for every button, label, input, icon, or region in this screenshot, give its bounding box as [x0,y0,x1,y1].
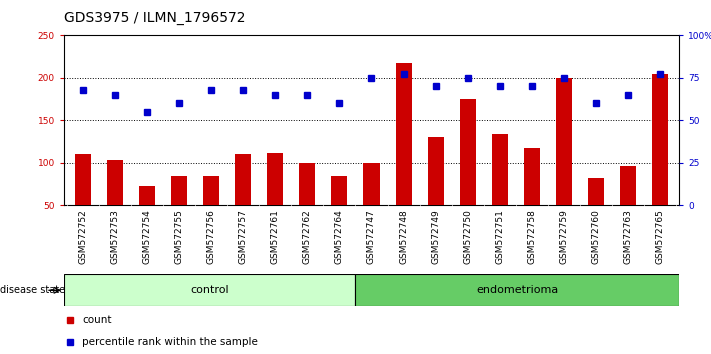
Text: GSM572747: GSM572747 [367,209,376,263]
Bar [356,274,679,306]
Text: GSM572755: GSM572755 [175,209,184,264]
Text: GSM572757: GSM572757 [239,209,248,264]
Text: disease state: disease state [0,285,65,295]
Bar [523,148,540,205]
Text: GSM572748: GSM572748 [399,209,408,263]
Bar [203,176,220,205]
Bar [235,154,252,205]
Bar [267,153,284,205]
Bar [491,134,508,205]
Bar [427,137,444,205]
Text: GSM572760: GSM572760 [592,209,600,264]
Bar [64,274,356,306]
Text: GSM572764: GSM572764 [335,209,344,263]
Bar [139,186,155,205]
Bar [588,178,604,205]
Text: GSM572756: GSM572756 [207,209,216,264]
Text: GSM572753: GSM572753 [111,209,119,264]
Text: GSM572765: GSM572765 [656,209,664,264]
Text: GSM572761: GSM572761 [271,209,280,264]
Text: GSM572754: GSM572754 [143,209,151,263]
Bar [363,163,380,205]
Text: GSM572758: GSM572758 [527,209,536,264]
Text: control: control [191,285,229,295]
Bar [620,166,636,205]
Text: GSM572759: GSM572759 [559,209,568,264]
Text: GSM572763: GSM572763 [624,209,632,264]
Text: GSM572750: GSM572750 [463,209,472,264]
Text: percentile rank within the sample: percentile rank within the sample [82,337,258,347]
Text: endometrioma: endometrioma [476,285,558,295]
Bar [395,63,412,205]
Text: GSM572749: GSM572749 [431,209,440,263]
Text: GDS3975 / ILMN_1796572: GDS3975 / ILMN_1796572 [64,11,245,25]
Bar [459,99,476,205]
Text: GSM572752: GSM572752 [79,209,87,263]
Bar [75,154,91,205]
Bar [331,176,348,205]
Text: GSM572762: GSM572762 [303,209,312,263]
Bar [556,78,572,205]
Text: count: count [82,315,112,325]
Text: GSM572751: GSM572751 [495,209,504,264]
Bar [107,160,123,205]
Bar [299,163,316,205]
Bar [652,74,668,205]
Bar [171,176,187,205]
